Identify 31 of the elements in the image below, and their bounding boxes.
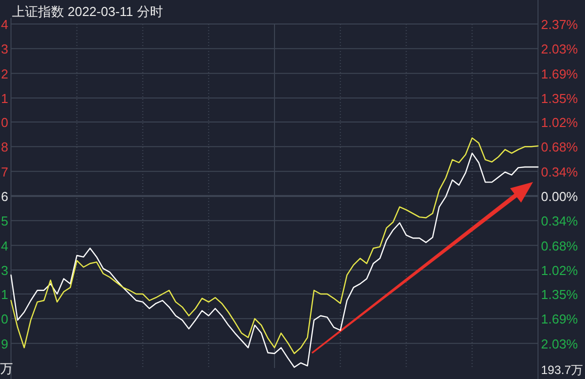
text: 6 — [1, 189, 8, 204]
y-tick-label: 1.35% — [541, 286, 578, 302]
text: 2 — [1, 66, 8, 82]
text: 1 — [1, 286, 8, 302]
y-tick-label: 2.03% — [541, 336, 578, 352]
y-tick-label: 1.35% — [541, 91, 578, 106]
chart-title: 上证指数 2022-03-11 分时 — [12, 4, 163, 19]
y-tick-label: 1.02% — [541, 263, 578, 278]
text: 4 — [1, 238, 8, 254]
y-tick-label: 2.03% — [541, 42, 578, 57]
text: 3 — [1, 263, 8, 278]
text: 9 — [1, 336, 8, 352]
y-tick-label: 1.02% — [541, 114, 578, 130]
text: 3 — [1, 42, 8, 57]
annotation: 万 — [0, 361, 13, 376]
y-tick-label: 0.34% — [541, 164, 578, 180]
text: 8 — [1, 140, 8, 155]
text: 0 — [1, 312, 8, 327]
text: 5 — [1, 214, 8, 229]
y-tick-label: 0.68% — [541, 238, 578, 254]
y-tick-label: 2.37% — [541, 17, 578, 32]
text: 193.7万 — [540, 363, 583, 377]
text: 4 — [1, 17, 8, 32]
y-tick-label: 1.69% — [541, 312, 578, 327]
y-tick-label: 0.00% — [541, 189, 578, 204]
y-tick-label: 0.34% — [541, 214, 578, 229]
y-tick-label: 0.68% — [541, 140, 578, 155]
text: 1 — [1, 91, 8, 106]
y-tick-label: 1.69% — [541, 66, 578, 82]
text: 7 — [1, 164, 8, 180]
text: 0 — [1, 114, 8, 130]
